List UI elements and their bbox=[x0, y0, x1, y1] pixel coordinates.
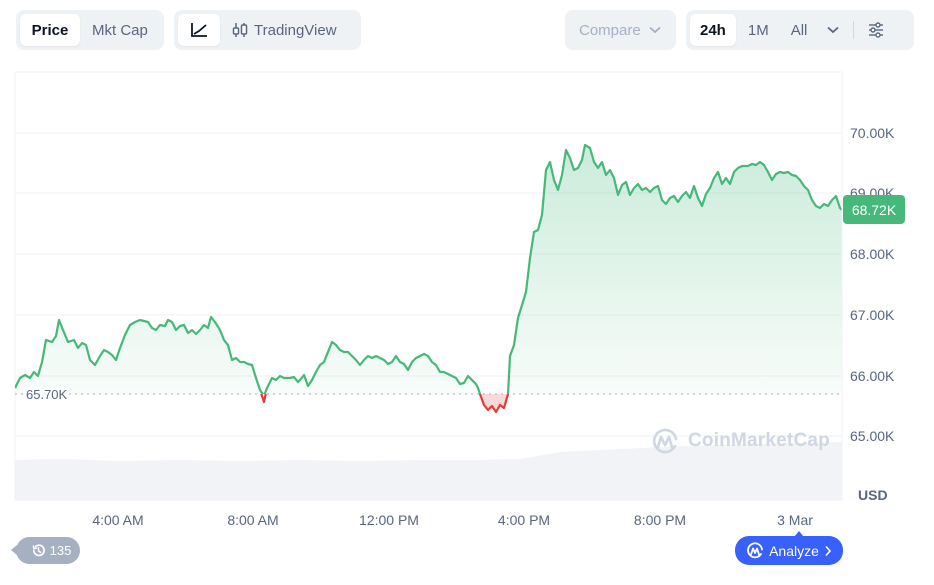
tradingview-button[interactable]: TradingView bbox=[222, 14, 347, 46]
watermark-text: CoinMarketCap bbox=[688, 430, 830, 451]
y-tick-label: 67.00K bbox=[850, 307, 895, 323]
y-tick-label: 70.00K bbox=[850, 125, 895, 141]
compare-dropdown[interactable]: Compare bbox=[565, 10, 676, 50]
divider bbox=[853, 21, 855, 39]
tab-mkt-cap[interactable]: Mkt Cap bbox=[92, 21, 148, 39]
range-24h[interactable]: 24h bbox=[690, 14, 736, 46]
y-tick-label: 66.00K bbox=[850, 368, 895, 384]
chevron-down-icon bbox=[827, 26, 839, 34]
baseline-price-label: 65.70K bbox=[24, 387, 70, 402]
sliders-icon bbox=[869, 22, 884, 38]
chevron-right-icon bbox=[825, 545, 831, 556]
line-chart-icon bbox=[191, 23, 207, 37]
tradingview-label: TradingView bbox=[254, 21, 337, 39]
line-chart-button[interactable] bbox=[178, 14, 220, 46]
history-icon bbox=[32, 544, 45, 557]
tab-price[interactable]: Price bbox=[20, 14, 80, 46]
x-tick-label: 12:00 PM bbox=[359, 512, 419, 528]
range-all[interactable]: All bbox=[790, 21, 808, 39]
chevron-down-icon bbox=[649, 26, 661, 34]
x-tick-label: 4:00 AM bbox=[92, 512, 144, 528]
chart-settings-button[interactable] bbox=[860, 14, 892, 46]
x-tick-label: 8:00 AM bbox=[227, 512, 279, 528]
history-events-badge[interactable]: 135 bbox=[11, 537, 80, 564]
coinmarketcap-logo-icon bbox=[652, 428, 678, 454]
analyze-button[interactable]: Analyze bbox=[735, 531, 843, 565]
chart-view-toggle: TradingView bbox=[174, 10, 361, 50]
compare-label: Compare bbox=[579, 21, 641, 39]
current-price-tag: 68.72K bbox=[843, 195, 905, 224]
candlestick-icon bbox=[232, 23, 248, 37]
y-tick-label: 65.00K bbox=[850, 428, 895, 444]
x-tick-label: 4:00 PM bbox=[497, 512, 551, 528]
cmc-ai-icon bbox=[747, 541, 763, 558]
analyze-label: Analyze bbox=[769, 542, 819, 559]
x-tick-label: 3 Mar bbox=[777, 512, 813, 528]
range-1m[interactable]: 1M bbox=[747, 21, 769, 39]
time-range-toggle: 24h 1M All bbox=[686, 10, 914, 50]
history-count: 135 bbox=[49, 543, 72, 558]
chart-type-toggle: Price Mkt Cap bbox=[16, 10, 164, 50]
compare-button[interactable]: Compare bbox=[569, 14, 671, 46]
chart-toolbar: Price Mkt Cap TradingView Compare bbox=[0, 10, 934, 50]
volume-area bbox=[15, 442, 842, 500]
x-tick-label: 8:00 PM bbox=[633, 512, 687, 528]
y-tick-label: 68.00K bbox=[850, 246, 895, 262]
currency-label: USD bbox=[858, 487, 888, 503]
coinmarketcap-watermark: CoinMarketCap bbox=[650, 426, 830, 456]
range-more-button[interactable] bbox=[819, 14, 847, 46]
